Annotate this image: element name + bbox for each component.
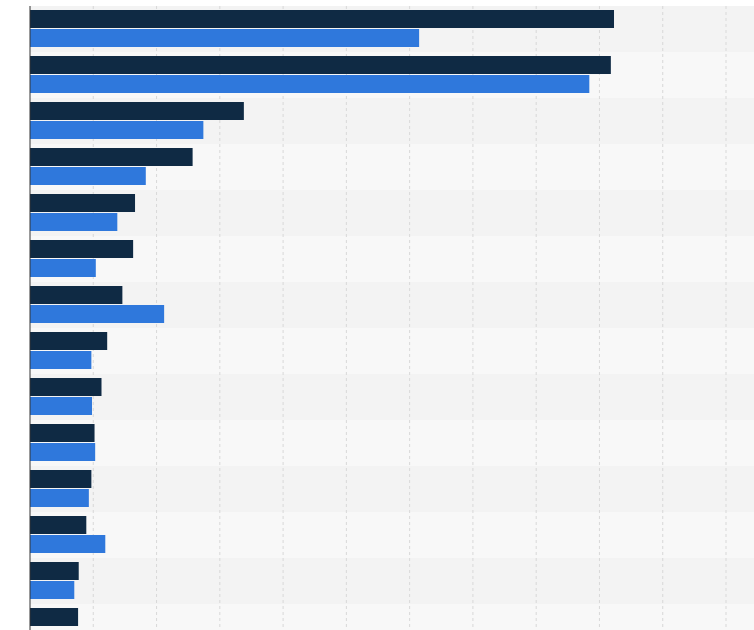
row-band: [30, 558, 754, 604]
bar-1-11: [30, 470, 92, 488]
bar-1-12: [30, 516, 87, 534]
bar-2-7: [30, 305, 165, 323]
bar-1-9: [30, 378, 102, 396]
bar-1-6: [30, 240, 134, 258]
bar-1-10: [30, 424, 95, 442]
bar-1-1: [30, 10, 615, 28]
bar-2-10: [30, 443, 96, 461]
row-band: [30, 190, 754, 236]
bar-2-13: [30, 581, 75, 599]
bar-2-8: [30, 351, 92, 369]
bar-2-4: [30, 167, 146, 185]
bar-1-7: [30, 286, 123, 304]
bar-1-14: [30, 608, 79, 626]
bar-1-5: [30, 194, 136, 212]
row-band: [30, 466, 754, 512]
bar-2-11: [30, 489, 89, 507]
bar-2-6: [30, 259, 96, 277]
bar-2-3: [30, 121, 204, 139]
row-band: [30, 374, 754, 420]
bar-2-1: [30, 29, 420, 47]
bar-2-12: [30, 535, 106, 553]
bar-1-8: [30, 332, 108, 350]
bar-2-9: [30, 397, 93, 415]
row-band: [30, 604, 754, 630]
bar-1-2: [30, 56, 611, 74]
bar-1-4: [30, 148, 193, 166]
row-band: [30, 236, 754, 282]
bar-2-2: [30, 75, 590, 93]
bar-1-3: [30, 102, 244, 120]
row-band: [30, 328, 754, 374]
bar-2-5: [30, 213, 118, 231]
row-band: [30, 512, 754, 558]
bar-1-13: [30, 562, 79, 580]
row-band: [30, 420, 754, 466]
